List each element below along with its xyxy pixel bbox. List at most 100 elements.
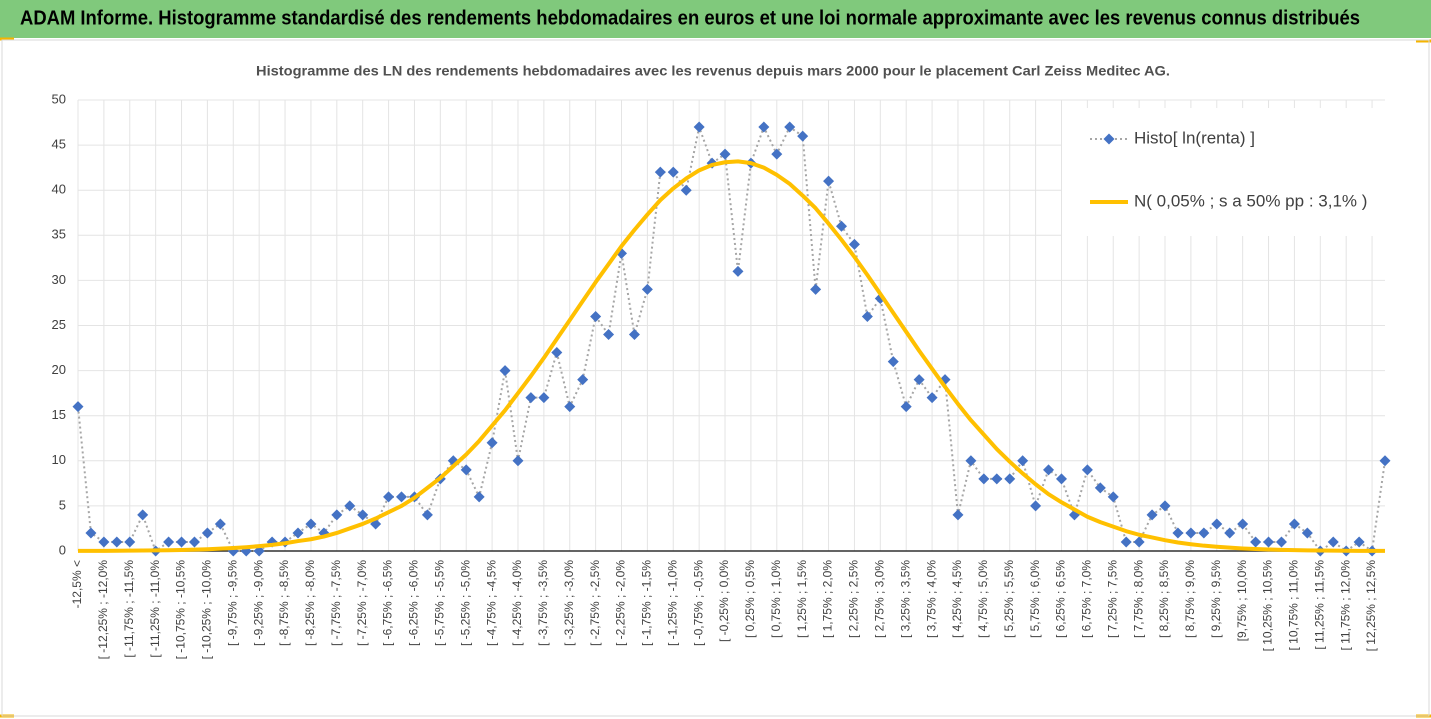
data-point: [1172, 527, 1184, 539]
data-point: [421, 509, 433, 521]
data-point: [900, 401, 912, 413]
data-point: [188, 536, 200, 548]
data-point: [771, 148, 783, 160]
data-point: [176, 536, 188, 548]
data-point: [680, 184, 692, 196]
x-tick-label: [ -5,75% ; -5,5%: [433, 560, 447, 646]
x-tick-label: [ -11,75% ; -11,5%: [122, 560, 136, 658]
x-tick-label: [ 5,25% ; 5,5%: [1002, 560, 1016, 638]
data-point: [1275, 536, 1287, 548]
x-tick-label: [ 2,75% ; 3,0%: [872, 560, 886, 638]
data-point: [810, 283, 822, 295]
data-point: [1004, 473, 1016, 485]
data-point: [1185, 527, 1197, 539]
data-point: [1081, 464, 1093, 476]
x-tick-label: [ 6,25% ; 6,5%: [1054, 560, 1068, 638]
x-tick-label: [ -4,75% ; -4,5%: [484, 560, 498, 646]
x-tick-label: [ -1,25% ; -1,0%: [665, 560, 679, 646]
x-tick-label: [ -8,75% ; -8,5%: [277, 560, 291, 646]
legend: Histo[ ln(renta) ] N( 0,05% ; s a 50% pp …: [1062, 108, 1398, 236]
x-tick-label: -12,5% <: [70, 560, 84, 608]
data-point: [965, 455, 977, 467]
data-point: [344, 500, 356, 512]
series-curve: [78, 159, 1386, 553]
legend-label: Histo[ ln(renta) ]: [1134, 128, 1255, 147]
x-tick-label: [ -7,75% ; -7,5%: [329, 560, 343, 646]
x-tick-label: [ -3,25% ; -3,0%: [562, 560, 576, 646]
plot-area: 0 5 10 15 20 25 30 35 40 45 50 -12,5% < [ -12,25% ; …: [52, 91, 1391, 659]
data-point: [732, 265, 744, 277]
data-point: [1288, 518, 1300, 530]
data-point: [641, 283, 653, 295]
data-point: [1237, 518, 1249, 530]
data-point: [72, 401, 84, 413]
data-point: [654, 166, 666, 178]
x-tick-label: [ 3,75% ; 4,0%: [924, 560, 938, 638]
data-point: [1146, 509, 1158, 521]
x-tick-label: [ 1,75% ; 2,0%: [821, 560, 835, 638]
x-tick-label: [ -6,25% ; -6,0%: [407, 560, 421, 646]
y-tick-label: 40: [52, 182, 66, 197]
chart-border: [1, 39, 1430, 717]
x-tick-label: [ -3,75% ; -3,5%: [536, 560, 550, 646]
y-tick-label: 35: [52, 227, 66, 242]
data-point: [525, 392, 537, 404]
x-tick-label: [ -12,25% ; -12,0%: [96, 560, 110, 660]
data-point: [1224, 527, 1236, 539]
x-tick-label: [ -2,25% ; -2,0%: [614, 560, 628, 646]
data-point: [551, 347, 563, 359]
y-tick-label: 15: [52, 407, 66, 422]
data-point: [1017, 455, 1029, 467]
data-point: [758, 121, 770, 133]
x-tick-label: [ -0,75% ; -0,5%: [691, 560, 705, 646]
x-tick-label: [ 3,25% ; 3,5%: [898, 560, 912, 638]
x-tick-label: [ 1,25% ; 1,5%: [795, 560, 809, 638]
data-point: [1211, 518, 1223, 530]
data-point: [1250, 536, 1262, 548]
data-point: [512, 455, 524, 467]
x-tick-label: [ 11,75% ; 12,0%: [1338, 560, 1352, 651]
data-point: [137, 509, 149, 521]
y-tick-label: 30: [52, 272, 66, 287]
data-point: [111, 536, 123, 548]
x-tick-label: [ -9,25% ; -9,0%: [251, 560, 265, 646]
y-tick-label: 10: [52, 452, 66, 467]
data-point: [1301, 527, 1313, 539]
legend-label: N( 0,05% ; s a 50% pp : 3,1% ): [1134, 191, 1367, 210]
data-point: [253, 545, 265, 557]
data-point: [292, 527, 304, 539]
data-point: [1043, 464, 1055, 476]
legend-marker: [1103, 133, 1115, 145]
x-tick-label: [ 0,75% ; 1,0%: [769, 560, 783, 638]
data-point: [486, 437, 498, 449]
data-point: [978, 473, 990, 485]
data-point: [590, 310, 602, 322]
data-point: [305, 518, 317, 530]
x-tick-label: [ 8,75% ; 9,0%: [1183, 560, 1197, 638]
data-point: [163, 536, 175, 548]
data-point: [848, 238, 860, 250]
data-point: [357, 509, 369, 521]
y-tick-label: 20: [52, 362, 66, 377]
x-tick-label: [ -6,75% ; -6,5%: [381, 560, 395, 646]
data-point: [784, 121, 796, 133]
data-point: [797, 130, 809, 142]
data-point: [331, 509, 343, 521]
data-point: [1094, 482, 1106, 494]
data-point: [577, 374, 589, 386]
x-tick-label: [ 11,25% ; 11,5%: [1312, 560, 1326, 650]
x-tick-label: [ -4,25% ; -4,0%: [510, 560, 524, 646]
x-tick-label: [ 5,75% ; 6,0%: [1028, 560, 1042, 638]
data-point: [1379, 455, 1391, 467]
x-tick-label: [ -7,25% ; -7,0%: [355, 560, 369, 646]
data-point: [1198, 527, 1210, 539]
data-point: [85, 527, 97, 539]
data-point: [201, 527, 213, 539]
data-point: [396, 491, 408, 503]
data-point: [538, 392, 550, 404]
title-bar: [0, 0, 1431, 38]
series-dotted-line: [77, 126, 1386, 552]
x-tick-label: [ 9,25% ; 9,5%: [1209, 560, 1223, 638]
data-point: [1263, 536, 1275, 548]
x-tick-label: [ 0,25% ; 0,5%: [743, 560, 757, 638]
